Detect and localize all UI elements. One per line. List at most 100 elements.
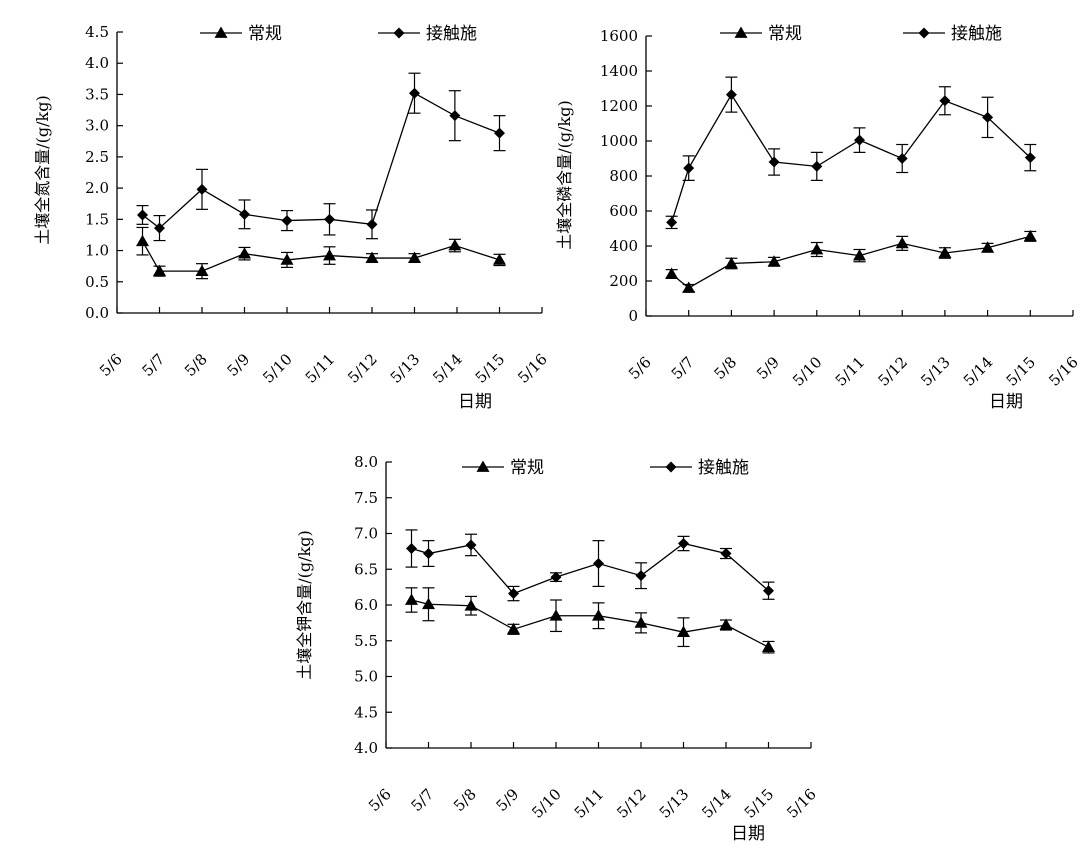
data-point: [153, 264, 166, 277]
x-tick-label: 5/11: [832, 353, 869, 390]
data-point: [154, 222, 165, 234]
legend-marker: [665, 461, 677, 473]
y-axis-label: 土壤全磷含量/(g/kg): [555, 100, 574, 249]
x-tick-label: 5/16: [1045, 353, 1082, 390]
data-point: [635, 570, 647, 582]
y-tick-label: 4.5: [85, 23, 109, 41]
legend-entry: 常规: [200, 24, 282, 44]
x-tick-label: 5/6: [96, 350, 126, 380]
x-tick-label: 5/10: [528, 785, 565, 822]
data-point: [768, 156, 780, 168]
legend-label: 接触施: [698, 458, 749, 478]
x-tick-label: 5/6: [365, 785, 395, 815]
data-point: [982, 111, 994, 123]
data-point: [196, 183, 208, 195]
legend-entry: 常规: [720, 24, 802, 44]
data-point: [724, 257, 738, 269]
x-tick-label: 5/8: [450, 785, 480, 815]
data-point: [422, 597, 435, 610]
series-contact: [665, 76, 1037, 230]
data-point: [493, 253, 506, 265]
data-point: [725, 89, 737, 101]
y-tick-label: 1000: [600, 132, 638, 150]
y-tick-label: 5.5: [354, 632, 378, 650]
data-point: [549, 609, 563, 621]
y-tick-label: 7.5: [354, 489, 378, 507]
data-point: [507, 622, 520, 635]
y-tick-label: 600: [609, 202, 638, 220]
x-tick-label: 5/15: [741, 785, 778, 822]
data-point: [811, 160, 823, 172]
data-point: [136, 234, 149, 247]
x-tick-label: 5/10: [259, 350, 296, 387]
y-tick-label: 800: [609, 167, 638, 185]
x-tick-label: 5/15: [472, 350, 509, 387]
y-tick-label: 200: [609, 272, 638, 290]
y-tick-label: 7.0: [354, 525, 378, 543]
data-point: [896, 153, 908, 164]
data-point: [449, 110, 461, 122]
y-tick-label: 1.0: [85, 242, 109, 260]
legend-marker: [734, 26, 748, 38]
data-point: [1023, 229, 1037, 242]
y-tick-label: 1400: [600, 62, 638, 80]
x-tick-label: 5/15: [1003, 353, 1040, 390]
legend-label: 接触施: [951, 24, 1002, 44]
data-point: [238, 247, 251, 259]
x-tick-label: 5/13: [917, 353, 954, 390]
series-line: [671, 235, 1031, 289]
x-tick-label: 5/7: [668, 353, 698, 383]
y-tick-label: 0.0: [85, 304, 109, 322]
x-axis-label: 日期: [458, 392, 492, 412]
data-point: [666, 216, 678, 228]
y-tick-label: 2.0: [85, 179, 109, 197]
data-point: [324, 213, 335, 225]
x-tick-label: 5/6: [625, 353, 655, 383]
data-point: [592, 609, 605, 621]
chart-total-potassium: 4.04.55.05.56.06.57.07.58.05/6 5/7 5/8 5/9 5…: [295, 453, 820, 844]
legend-entry: 接触施: [903, 24, 1002, 44]
data-point: [280, 253, 294, 265]
x-tick-label: 5/9: [493, 785, 523, 815]
data-point: [720, 548, 732, 560]
data-point: [1024, 152, 1036, 164]
legend-marker: [918, 27, 930, 39]
series-line: [142, 92, 500, 229]
data-point: [938, 246, 952, 258]
data-point: [939, 95, 951, 107]
x-tick-label: 5/12: [874, 353, 911, 390]
legend-marker: [214, 26, 228, 38]
chart-total-phosphorus: 0 200 400 600 800 1000 1200 1400 1600 5/6 5/7 5/8 5/…: [555, 24, 1082, 412]
y-tick-label: 8.0: [354, 453, 378, 471]
data-point: [853, 249, 866, 261]
data-point: [810, 243, 824, 255]
legend-entry: 接触施: [650, 458, 749, 478]
legend-label: 常规: [248, 24, 282, 44]
legend-marker: [393, 27, 405, 39]
data-point: [494, 127, 505, 139]
x-tick-label: 5/14: [429, 350, 466, 387]
data-point: [464, 599, 478, 611]
y-tick-label: 1.5: [85, 210, 109, 228]
chart-total-nitrogen: 0.0 0.5 1.0 1.5 2.0 2.5 3.0 3.5 4.0 4.5 5/6 5/7 5/8 5…: [33, 23, 551, 412]
series-line: [411, 542, 769, 595]
series-contact: [405, 529, 775, 602]
x-tick-label: 5/11: [571, 785, 608, 822]
series-line: [411, 599, 769, 648]
data-point: [423, 548, 434, 560]
legend-label: 常规: [768, 24, 802, 44]
series-line: [141, 240, 500, 272]
legend-label: 接触施: [426, 24, 477, 44]
y-tick-label: 6.5: [354, 560, 378, 578]
y-tick-label: 1600: [600, 27, 638, 45]
x-tick-label: 5/10: [789, 353, 826, 390]
x-tick-label: 5/9: [753, 353, 783, 383]
x-axis-label: 日期: [989, 392, 1023, 412]
data-point: [137, 209, 148, 221]
data-point: [767, 255, 781, 267]
data-point: [665, 267, 679, 279]
data-point: [281, 215, 293, 227]
data-point: [550, 571, 562, 583]
y-tick-label: 3.5: [85, 85, 109, 103]
x-tick-label: 5/11: [302, 350, 339, 387]
